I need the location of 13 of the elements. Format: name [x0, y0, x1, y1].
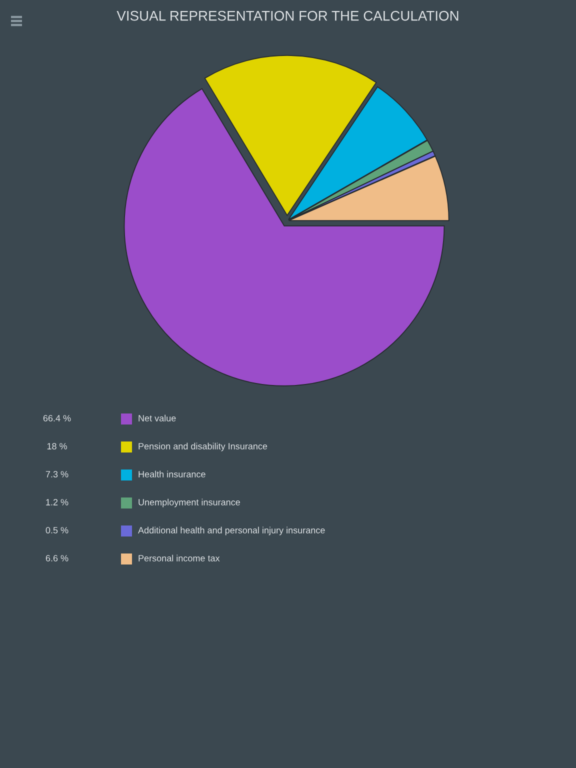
- data-label: 7.3 %: [46, 471, 68, 478]
- legend-label: Unemployment insurance: [138, 498, 240, 508]
- data-label: 1.2 %: [46, 499, 68, 506]
- legend-label: Additional health and personal injury insurance: [138, 526, 325, 536]
- chart-title: VISUAL REPRESENTATION FOR THE CALCULATION: [116, 10, 458, 21]
- data-label: 66.4 %: [43, 415, 71, 422]
- data-label: 6.6 %: [46, 555, 68, 562]
- data-label: 18 %: [47, 443, 67, 450]
- legend-label: Personal income tax: [138, 554, 220, 562]
- legend-label: Net value: [138, 414, 176, 422]
- data-label: 0.5 %: [46, 527, 68, 534]
- legend-label: Health insurance: [138, 470, 206, 478]
- legend-label: Pension and disability Insurance: [138, 442, 268, 452]
